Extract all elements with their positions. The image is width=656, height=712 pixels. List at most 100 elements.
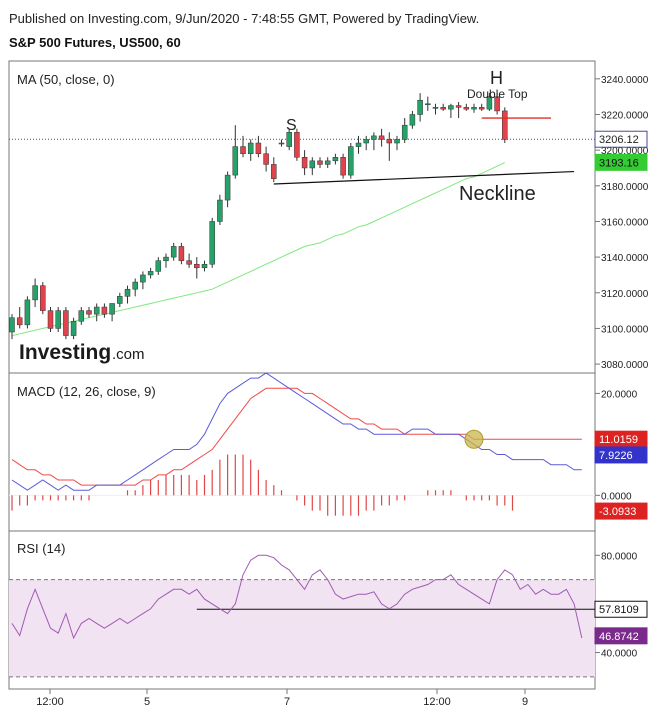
candle-body xyxy=(394,139,400,144)
macd-value-badge: 7.9226 xyxy=(599,450,633,462)
rsi-value-badge: 46.8742 xyxy=(599,631,639,643)
neckline xyxy=(273,170,575,185)
rsi-band xyxy=(9,579,595,677)
candle-body xyxy=(209,221,215,265)
candle-body xyxy=(132,281,138,290)
candle-body xyxy=(317,160,323,165)
candle-body xyxy=(478,107,485,110)
candle-body xyxy=(32,285,38,301)
macd-indicator-label: MACD (12, 26, close, 9) xyxy=(17,384,156,399)
candle-body xyxy=(178,246,185,261)
candle-body xyxy=(355,142,362,147)
macd-crossover-marker xyxy=(464,429,484,449)
macd-value-badge-box xyxy=(594,446,648,464)
macd-y-axis: 20.0000 0.0000 xyxy=(595,389,638,502)
rsi-indicator-label: RSI (14) xyxy=(17,541,65,556)
y-tick-label: 3140.0000 xyxy=(601,253,649,264)
candle-body xyxy=(371,135,377,140)
x-tick-label: 12:00 xyxy=(423,696,451,708)
candle-body xyxy=(163,256,169,261)
ma-50-line xyxy=(11,162,506,337)
price-panel-frame xyxy=(8,60,596,374)
candle-body xyxy=(201,263,208,269)
candle-body xyxy=(494,96,500,112)
price-y-axis: 3240.0000 3220.0000 3200.0000 3180.0000 3160… xyxy=(595,75,649,371)
x-tick-label: 5 xyxy=(144,696,150,708)
macd-histogram xyxy=(9,454,595,516)
y-tick-label: 0.0000 xyxy=(601,491,632,502)
candle-body xyxy=(86,310,92,315)
rsi-line-badge-box xyxy=(594,600,648,618)
candle-body xyxy=(247,142,254,154)
y-tick-label: 3100.0000 xyxy=(601,324,649,335)
candle-body xyxy=(363,139,369,144)
candle-body xyxy=(386,139,393,144)
candle-body xyxy=(294,132,300,158)
macd-line xyxy=(11,372,582,491)
candle-body xyxy=(124,288,131,297)
y-tick-label: 80.0000 xyxy=(601,551,638,562)
chart-title: S&P 500 Futures, US500, 60 xyxy=(9,35,181,50)
candle-body xyxy=(486,96,493,110)
candle-body xyxy=(471,107,477,110)
candle-body xyxy=(117,296,123,304)
candle-body xyxy=(16,317,23,326)
candle-body xyxy=(40,285,46,311)
candle-body xyxy=(63,310,69,336)
candle-body xyxy=(93,306,100,315)
rsi-line xyxy=(11,554,583,640)
y-tick-label: 3120.0000 xyxy=(601,289,649,300)
candle-body xyxy=(401,124,408,140)
candle-body xyxy=(417,99,423,115)
candle-body xyxy=(240,146,246,154)
rsi-value-badge-box xyxy=(594,627,648,645)
candle-body xyxy=(101,306,108,315)
current-price-badge-box xyxy=(594,130,648,148)
y-tick-label: 20.0000 xyxy=(601,389,638,400)
rsi-line-badge: 57.8109 xyxy=(599,604,639,616)
candle-body xyxy=(340,157,346,176)
y-tick-label: 3240.0000 xyxy=(601,75,649,86)
candle-body xyxy=(140,274,146,283)
candle-body xyxy=(301,157,308,169)
candle-body xyxy=(147,271,154,276)
candle-body xyxy=(186,260,192,265)
histogram-value-badge-box xyxy=(594,502,648,520)
candle-body xyxy=(255,142,262,154)
candle-body xyxy=(425,103,431,106)
candle-body xyxy=(278,142,285,145)
y-tick-label: 3180.0000 xyxy=(601,182,649,193)
y-tick-label: 3160.0000 xyxy=(601,217,649,228)
candle-body xyxy=(109,303,115,315)
y-tick-label: 3220.0000 xyxy=(601,110,649,121)
candle-body xyxy=(263,153,269,165)
candles xyxy=(9,93,508,340)
candle-body xyxy=(286,132,292,147)
candle-body xyxy=(9,317,15,333)
published-note: Published on Investing.com, 9/Jun/2020 -… xyxy=(9,11,480,26)
candle-body xyxy=(170,246,177,258)
candle-body xyxy=(155,260,162,272)
candle-body xyxy=(409,114,416,126)
shoulder-label: S xyxy=(286,117,297,134)
candle-body xyxy=(309,160,316,169)
ma-value-badge-box xyxy=(594,153,648,171)
head-label: H xyxy=(490,68,503,88)
candle-body xyxy=(70,321,77,336)
macd-signal-line xyxy=(11,387,582,486)
value-badges: 3206.12 3193.16 11.0159 7.9226 -3.0933 57.810… xyxy=(594,130,648,645)
current-price-badge: 3206.12 xyxy=(599,134,639,146)
investing-logo-suffix: .com xyxy=(112,346,145,363)
investing-logo: Investing .com xyxy=(19,341,145,364)
x-tick-label: 7 xyxy=(284,696,290,708)
candle-body xyxy=(55,310,61,329)
candle-body xyxy=(378,135,385,140)
candle-body xyxy=(78,310,85,322)
y-tick-label: 3080.0000 xyxy=(601,360,649,371)
candle-body xyxy=(332,157,339,162)
histogram-value-badge: -3.0933 xyxy=(599,506,636,518)
ma-value-badge: 3193.16 xyxy=(599,157,639,169)
candle-body xyxy=(348,146,354,176)
